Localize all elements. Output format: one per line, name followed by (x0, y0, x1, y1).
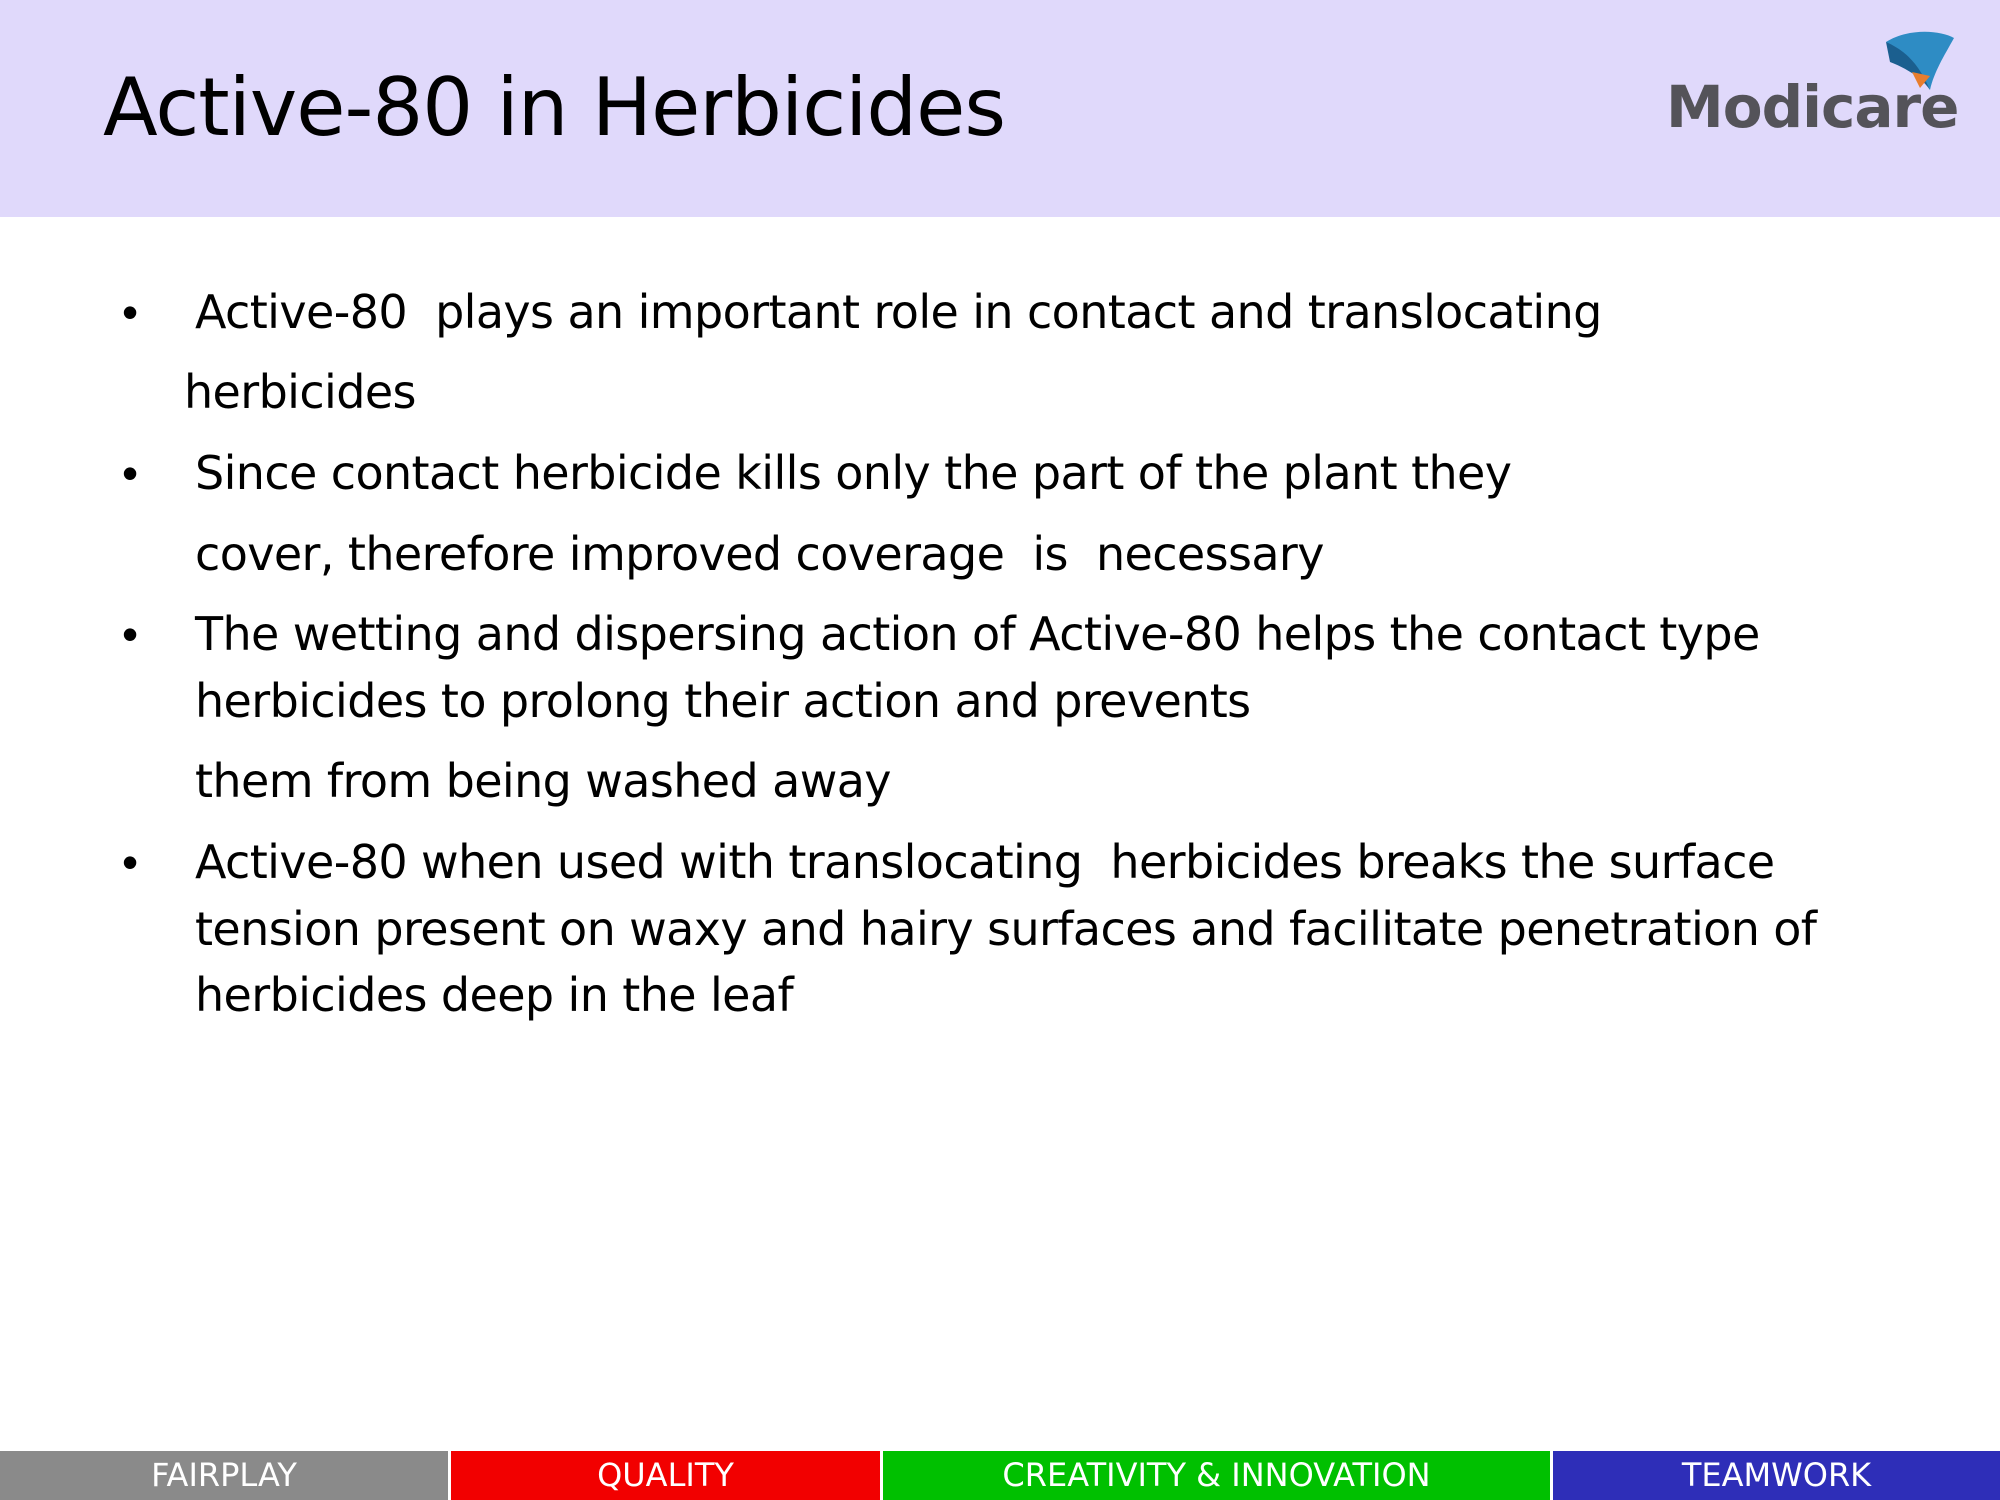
bullet-text-line: herbicides (184, 365, 416, 419)
footer-value-creativity-innovation: CREATIVITY & INNOVATION (883, 1451, 1553, 1500)
slide-header: Active-80 in Herbicides Modicare (0, 0, 2000, 217)
logo-wordmark: Modicare (1666, 73, 1959, 141)
bullet-text-line: Since contact herbicide kills only the p… (195, 446, 1512, 500)
bullet-text-line: them from being washed away (195, 754, 892, 808)
bullet-text-line: tension present on waxy and hairy surfac… (195, 902, 1817, 956)
footer-value-fairplay: FAIRPLAY (0, 1451, 451, 1500)
bullet-text-line: Active-80 plays an important role in con… (195, 285, 1602, 339)
bullet-text-line: herbicides deep in the leaf (195, 968, 794, 1022)
bullet-text-line: cover, therefore improved coverage is ne… (195, 527, 1324, 581)
logo-swoosh-icon (1886, 31, 1954, 90)
bullet-dot: • (122, 608, 139, 660)
footer-value-teamwork: TEAMWORK (1553, 1451, 2000, 1500)
bullet-text-line: Active-80 when used with translocating h… (195, 835, 1775, 889)
footer-value-quality: QUALITY (451, 1451, 883, 1500)
bullet-text-line: The wetting and dispersing action of Act… (195, 607, 1760, 661)
slide-title: Active-80 in Herbicides (103, 61, 1006, 154)
bullet-dot: • (122, 447, 139, 499)
bullet-dot: • (122, 836, 139, 888)
modicare-logo: Modicare (1660, 28, 1980, 148)
bullet-dot: • (122, 286, 139, 338)
values-footer: FAIRPLAY QUALITY CREATIVITY & INNOVATION TE… (0, 1451, 2000, 1500)
bullet-text-line: herbicides to prolong their action and p… (195, 674, 1251, 728)
